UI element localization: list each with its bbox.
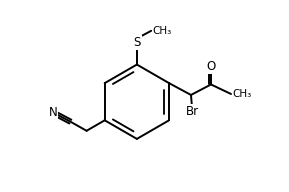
Text: N: N [49, 106, 57, 119]
Text: CH₃: CH₃ [152, 26, 171, 36]
Text: Br: Br [185, 105, 199, 118]
Text: O: O [206, 60, 216, 73]
Text: S: S [133, 36, 140, 49]
Text: CH₃: CH₃ [232, 89, 251, 99]
